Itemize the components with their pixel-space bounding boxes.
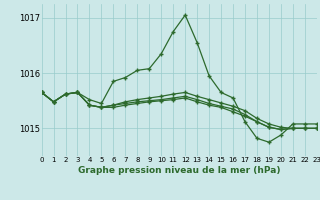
X-axis label: Graphe pression niveau de la mer (hPa): Graphe pression niveau de la mer (hPa) — [78, 166, 280, 175]
